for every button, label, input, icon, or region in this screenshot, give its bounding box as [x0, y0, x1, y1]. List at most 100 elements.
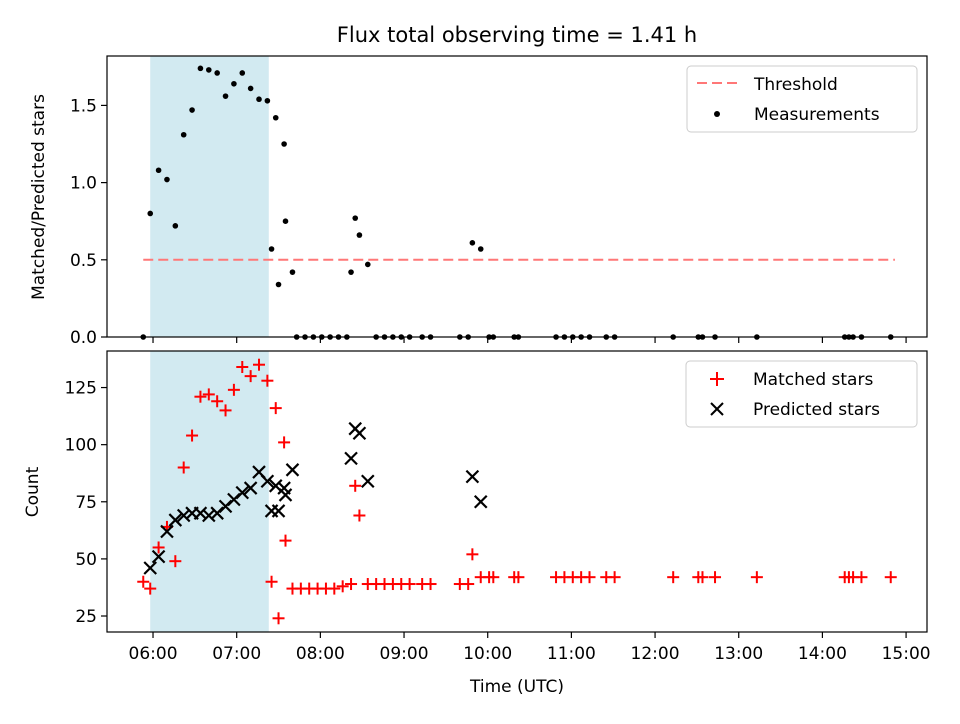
threshold-legend-label: Threshold — [753, 75, 838, 95]
x-tick-label: 10:00 — [463, 644, 512, 664]
measurement-point — [281, 141, 287, 147]
predicted-point — [168, 513, 183, 527]
matched-point — [750, 571, 763, 584]
matched-point — [353, 509, 366, 522]
bottom-x-axis: 06:00 07:00 08:00 09:00 10:00 11:00 12:00 13:00… — [129, 632, 931, 664]
measurement-point — [222, 93, 229, 99]
matched-point — [211, 395, 224, 408]
predicted-legend-swatch — [710, 402, 724, 416]
bottom-panel: 25 50 75 100 125 06:00 07:00 08:00 09:00 10:00 11… — [23, 350, 931, 697]
matched-legend-label: Matched stars — [753, 370, 873, 390]
y-tick-label: 0.5 — [70, 251, 97, 271]
matched-point — [487, 571, 500, 584]
predicted-point — [352, 426, 367, 441]
x-axis-label: Time (UTC) — [469, 677, 564, 697]
y-tick-label: 125 — [65, 379, 97, 399]
measurement-point — [268, 246, 275, 252]
bottom-y-axis: 25 50 75 100 125 — [65, 379, 107, 627]
predicted-point — [344, 451, 358, 466]
x-tick-label: 15:00 — [882, 644, 931, 664]
matched-point — [186, 429, 199, 442]
measurement-point — [256, 96, 262, 103]
chart-title: Flux total observing time = 1.41 h — [337, 23, 697, 47]
x-tick-label: 13:00 — [714, 644, 763, 664]
top-plot-frame — [106, 55, 928, 338]
x-tick-label: 12:00 — [631, 644, 680, 664]
bottom-legend-frame — [685, 360, 918, 428]
measurement-point — [275, 281, 282, 288]
top-y-axis-label: Matched/Predicted stars — [29, 94, 49, 300]
measurement-point — [282, 218, 289, 225]
measurement-point — [477, 246, 484, 252]
matched-point — [227, 383, 240, 396]
matched-point — [278, 436, 291, 449]
matched-point — [462, 578, 475, 591]
measurement-point — [164, 176, 170, 183]
matched-point — [403, 578, 416, 591]
matched-point — [253, 358, 266, 371]
predicted-legend-label: Predicted stars — [753, 400, 880, 420]
x-tick-label: 06:00 — [129, 644, 178, 664]
matched-point — [144, 582, 157, 595]
predicted-point — [235, 485, 250, 500]
matched-point — [272, 612, 285, 625]
predicted-point — [271, 504, 286, 518]
measurement-point — [264, 97, 271, 104]
matched-point — [512, 571, 525, 584]
matched-point — [169, 555, 182, 568]
predicted-point — [143, 561, 158, 575]
matched-point — [219, 404, 232, 417]
y-tick-label: 50 — [75, 550, 97, 570]
measurement-point — [239, 70, 246, 76]
measurement-point — [206, 67, 212, 73]
measurement-point — [189, 107, 195, 113]
y-tick-label: 0.0 — [70, 328, 97, 348]
measurement-point — [469, 240, 476, 246]
matched-point — [466, 548, 479, 561]
predicted-stars-series — [143, 421, 488, 575]
x-tick-label: 09:00 — [380, 644, 429, 664]
bottom-y-axis-label: Count — [23, 466, 43, 517]
measurement-point — [197, 65, 204, 72]
top-legend: Threshold Measurements — [686, 65, 918, 133]
bottom-plot-frame — [106, 350, 928, 633]
y-tick-label: 100 — [65, 436, 97, 456]
matched-point — [261, 374, 274, 387]
measurement-point — [352, 215, 359, 221]
measurement-point — [356, 232, 363, 238]
matched-point — [328, 582, 341, 595]
y-tick-label: 1.0 — [70, 174, 97, 194]
matched-point — [345, 578, 358, 591]
matched-point — [349, 479, 362, 492]
matched-point — [152, 541, 165, 554]
x-tick-label: 14:00 — [798, 644, 847, 664]
top-panel: 0.0 0.5 1.0 1.5 Matched/Predicted stars Thr… — [29, 55, 928, 348]
top-shaded-interval — [150, 56, 269, 337]
predicted-point — [473, 495, 488, 509]
matched-stars-series — [137, 358, 897, 625]
matched-legend-swatch — [710, 372, 724, 386]
measurement-point — [180, 131, 187, 138]
matched-point — [855, 571, 868, 584]
measurement-point — [147, 210, 154, 217]
matched-point — [279, 534, 292, 547]
measurements-legend-swatch — [714, 111, 720, 117]
matched-point — [194, 390, 207, 403]
top-x-ticks — [152, 337, 907, 343]
measurement-point — [272, 114, 279, 121]
matched-point — [265, 575, 278, 588]
x-tick-label: 07:00 — [212, 644, 261, 664]
matched-point — [696, 571, 709, 584]
matched-point — [244, 370, 257, 383]
predicted-point — [193, 506, 208, 520]
top-y-axis: 0.0 0.5 1.0 1.5 — [70, 96, 107, 348]
matched-point — [269, 402, 282, 415]
x-tick-label: 08:00 — [296, 644, 345, 664]
measurement-point — [231, 80, 237, 87]
predicted-point — [465, 469, 480, 484]
predicted-point — [243, 481, 258, 495]
matched-point — [424, 578, 437, 591]
predicted-point — [260, 474, 275, 488]
matched-point — [236, 360, 249, 373]
